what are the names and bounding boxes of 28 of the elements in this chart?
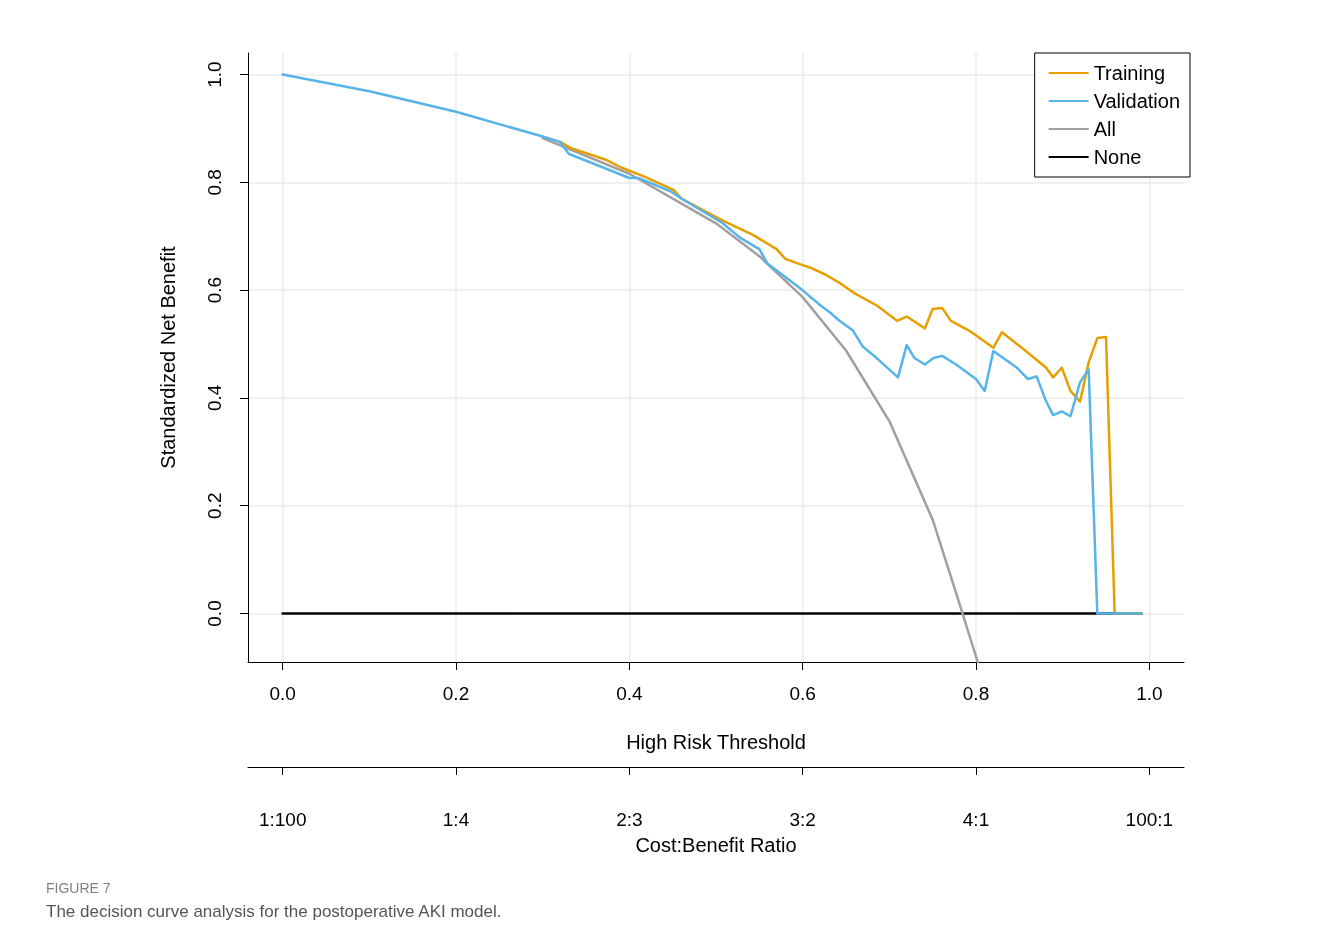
legend-label: Validation	[1093, 90, 1180, 112]
y-tick-label: 0.8	[204, 169, 225, 196]
text: The decision curve analysis for the postoperative AKI model.	[46, 902, 502, 921]
x2-axis-title: Cost:Benefit Ratio	[635, 834, 797, 856]
text: 3:2	[789, 809, 816, 830]
x-tick-label: 0.0	[269, 683, 296, 704]
y-tick-label: 0.0	[204, 600, 225, 627]
text: 1:100	[258, 809, 307, 830]
text: 2:3	[616, 809, 643, 830]
caption: FIGURE 7	[46, 880, 111, 896]
y-tick-label: 0.4	[204, 384, 225, 412]
x-axis-title: High Risk Threshold	[626, 731, 806, 753]
x-tick-label: 1.0	[1136, 683, 1163, 704]
x-tick-label: 0.6	[789, 683, 816, 704]
legend-label: None	[1093, 146, 1142, 168]
text: 1:4	[442, 809, 470, 830]
text: 4:1	[962, 809, 990, 830]
x-tick-label: 0.8	[962, 683, 990, 704]
y-tick-label: 1.0	[204, 61, 225, 88]
y-tick-label: 0.6	[204, 276, 225, 304]
legend-label: Training	[1093, 62, 1166, 84]
line-series	[541, 136, 979, 664]
x-tick-label: 0.4	[616, 683, 643, 704]
y-tick-label: 0.2	[204, 492, 225, 519]
y-axis-title: Standardized Net Benefit	[157, 245, 179, 469]
x-tick-label: 0.2	[442, 683, 470, 704]
text: 100:1	[1125, 809, 1174, 830]
legend-label: All	[1093, 118, 1116, 140]
